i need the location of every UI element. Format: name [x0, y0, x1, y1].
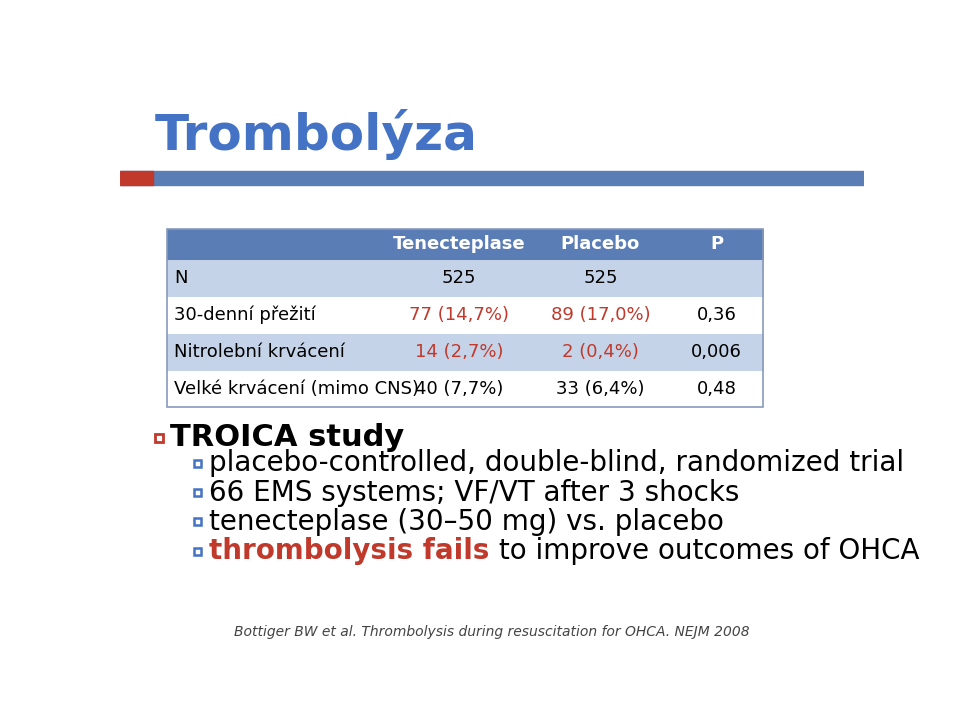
Text: Nitrolební krvácení: Nitrolební krvácení	[175, 343, 346, 361]
Text: tenecteplase (30–50 mg) vs. placebo: tenecteplase (30–50 mg) vs. placebo	[209, 508, 724, 536]
Bar	[194, 489, 201, 496]
Text: Velké krvácení (mimo CNS): Velké krvácení (mimo CNS)	[175, 380, 420, 398]
Text: 525: 525	[442, 269, 476, 287]
Text: 30-denní přežití: 30-denní přežití	[175, 306, 316, 324]
Bar	[166, 297, 388, 333]
Bar	[194, 460, 201, 467]
Text: Tenecteplase: Tenecteplase	[393, 235, 525, 253]
Bar	[388, 297, 531, 333]
Bar	[120, 171, 864, 185]
Bar	[388, 371, 531, 408]
Text: Placebo: Placebo	[561, 235, 640, 253]
Text: 525: 525	[584, 269, 617, 287]
Bar	[531, 333, 670, 371]
Text: 14 (2,7%): 14 (2,7%)	[415, 343, 503, 361]
Text: 40 (7,7%): 40 (7,7%)	[415, 380, 503, 398]
Bar	[388, 333, 531, 371]
Text: placebo-controlled, double-blind, randomized trial: placebo-controlled, double-blind, random…	[209, 449, 904, 477]
Bar	[670, 371, 763, 408]
Text: TROICA study: TROICA study	[170, 423, 404, 452]
Text: 2 (0,4%): 2 (0,4%)	[562, 343, 639, 361]
Text: Bottiger BW et al. Thrombolysis during resuscitation for OHCA. NEJM 2008: Bottiger BW et al. Thrombolysis during r…	[234, 624, 750, 639]
Bar	[194, 548, 201, 554]
Bar	[120, 171, 153, 185]
Text: to improve outcomes of OHCA: to improve outcomes of OHCA	[490, 537, 919, 565]
Bar	[155, 433, 163, 442]
Bar	[670, 333, 763, 371]
Bar	[670, 260, 763, 297]
Bar	[166, 229, 763, 408]
Bar	[670, 297, 763, 333]
Text: 0,48: 0,48	[697, 380, 736, 398]
Text: P: P	[710, 235, 723, 253]
Bar	[531, 229, 670, 260]
Bar	[166, 229, 388, 260]
Text: 89 (17,0%): 89 (17,0%)	[551, 306, 650, 324]
Text: 33 (6,4%): 33 (6,4%)	[556, 380, 645, 398]
Bar	[670, 229, 763, 260]
Bar	[531, 297, 670, 333]
Bar	[531, 371, 670, 408]
Text: thrombolysis fails: thrombolysis fails	[209, 537, 490, 565]
Text: 0,006: 0,006	[691, 343, 742, 361]
Bar	[531, 260, 670, 297]
Bar	[166, 333, 388, 371]
Bar	[194, 518, 201, 526]
Text: N: N	[175, 269, 188, 287]
Bar	[388, 229, 531, 260]
Text: 66 EMS systems; VF/VT after 3 shocks: 66 EMS systems; VF/VT after 3 shocks	[209, 479, 739, 507]
Bar	[166, 260, 388, 297]
Text: 77 (14,7%): 77 (14,7%)	[409, 306, 509, 324]
Text: Trombolýza: Trombolýza	[155, 109, 478, 160]
Text: 0,36: 0,36	[697, 306, 736, 324]
Bar	[166, 371, 388, 408]
Bar	[388, 260, 531, 297]
